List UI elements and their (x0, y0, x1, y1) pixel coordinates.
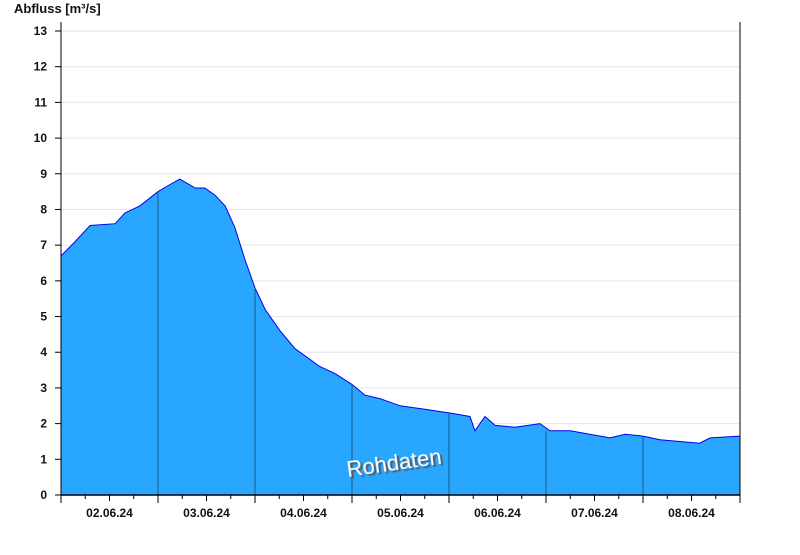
x-tick-label: 05.06.24 (377, 506, 424, 520)
y-tick-label: 6 (40, 274, 47, 288)
x-tick-label: 08.06.24 (668, 506, 715, 520)
y-tick-label: 9 (40, 167, 47, 181)
y-tick-label: 11 (34, 95, 47, 109)
x-ticks: 02.06.24 03.06.24 04.06.24 05.06.24 06.06.24… (60, 495, 741, 520)
x-tick-label: 06.06.24 (474, 506, 521, 520)
y-tick-label: 1 (40, 452, 47, 466)
y-tick-label: 7 (40, 238, 47, 252)
y-tick-label: 3 (40, 381, 47, 395)
discharge-area (61, 179, 740, 495)
y-tick-label: 8 (40, 202, 47, 216)
y-tick-label: 10 (34, 131, 48, 145)
y-tick-label: 12 (34, 60, 48, 74)
day-separators (157, 191, 644, 495)
x-tick-label: 07.06.24 (571, 506, 618, 520)
y-tick-label: 2 (40, 417, 47, 431)
x-tick-label: 04.06.24 (280, 506, 327, 520)
x-tick-label: 03.06.24 (183, 506, 230, 520)
y-tick-label: 5 (40, 310, 47, 324)
y-axis-label: Abfluss [m³/s] (14, 1, 101, 16)
y-tick-label: 0 (40, 488, 47, 502)
y-tick-label: 4 (40, 345, 47, 359)
y-tick-label: 13 (34, 24, 48, 38)
x-tick-label: 02.06.24 (86, 506, 133, 520)
